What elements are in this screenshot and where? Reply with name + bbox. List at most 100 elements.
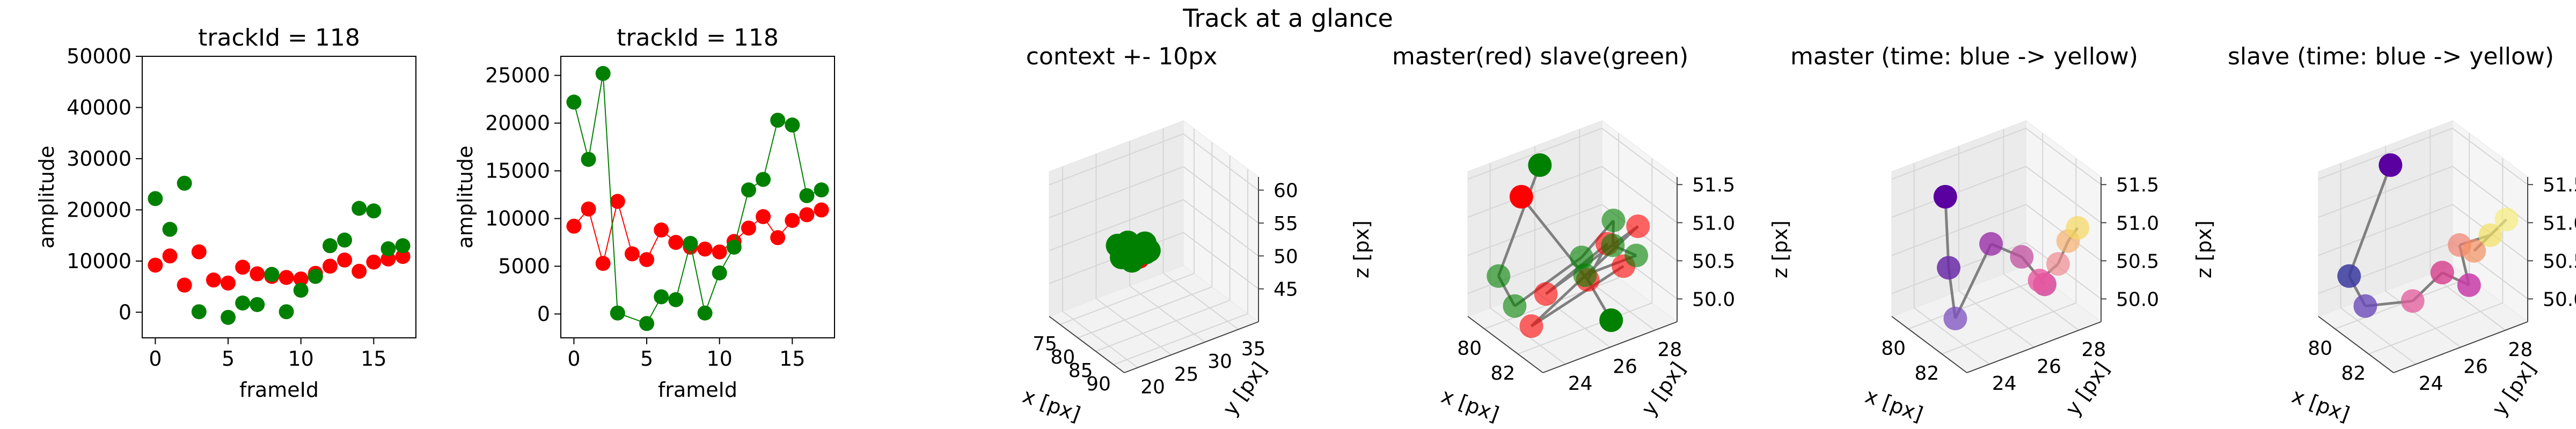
data-point bbox=[654, 289, 669, 305]
z-tick-label: 50.0 bbox=[2116, 289, 2159, 310]
data-point bbox=[177, 175, 192, 191]
data-point bbox=[1624, 243, 1649, 268]
z-tick-label: 50.0 bbox=[2543, 289, 2576, 310]
data-point bbox=[148, 191, 163, 206]
grid-line bbox=[1049, 199, 1184, 252]
x-tick-label: 80 bbox=[2308, 337, 2332, 359]
data-point bbox=[250, 297, 265, 312]
grid-line bbox=[2318, 166, 2453, 218]
chart-5: 80 82 24 26 28 50.0 50.5 51.0 51.5 x [px] y [px] z … bbox=[1790, 43, 2216, 426]
chart-title: slave (time: blue -> yellow) bbox=[2228, 43, 2554, 70]
data-point bbox=[2457, 273, 2481, 297]
data-point bbox=[1933, 184, 1957, 209]
data-point bbox=[2066, 216, 2090, 240]
z-tick-label: 51.5 bbox=[2116, 174, 2159, 196]
data-point bbox=[1601, 209, 1626, 233]
y-tick-label: 25000 bbox=[485, 64, 550, 87]
y-axis-label: y [px] bbox=[1637, 358, 1690, 420]
grid-line bbox=[2385, 290, 2461, 348]
z-axis-label: z [px] bbox=[1768, 220, 1792, 278]
z-tick-label: 50.0 bbox=[1692, 289, 1735, 310]
x-tick-label: 82 bbox=[2341, 363, 2366, 384]
data-point bbox=[337, 232, 353, 248]
data-point bbox=[770, 113, 786, 128]
y-tick-label: 35 bbox=[1241, 338, 1266, 360]
chart-2: trackId = 118 frameId amplitude 0 5 10 15 0 5000… bbox=[453, 24, 835, 402]
track-link bbox=[1497, 165, 1541, 277]
x-tick-label: 80 bbox=[1457, 337, 1482, 359]
data-point bbox=[654, 222, 669, 238]
data-point bbox=[1110, 246, 1133, 270]
data-point bbox=[741, 220, 756, 236]
data-point bbox=[1979, 232, 2003, 256]
grid-line bbox=[1095, 300, 1231, 352]
grid-line bbox=[1601, 166, 1678, 224]
grid-line bbox=[1891, 204, 2026, 256]
data-point bbox=[293, 283, 309, 298]
data-point bbox=[785, 213, 800, 228]
z-tick-label: 45 bbox=[1274, 279, 1298, 301]
y-tick-label: 28 bbox=[2081, 339, 2106, 361]
plot-frame bbox=[142, 56, 416, 338]
data-point bbox=[566, 94, 582, 110]
grid-line bbox=[1049, 166, 1184, 218]
z-tick-label: 60 bbox=[1274, 180, 1298, 202]
figure-suptitle: Track at a glance bbox=[1182, 4, 1393, 33]
series-line bbox=[573, 73, 822, 324]
x-tick-label: 75 bbox=[1033, 333, 1057, 355]
data-point bbox=[712, 265, 727, 280]
x-axis bbox=[1049, 316, 1125, 373]
y-axis bbox=[1542, 321, 1678, 373]
chart-title: trackId = 118 bbox=[617, 24, 779, 51]
grid-line bbox=[2318, 242, 2453, 294]
x-tick-label: 85 bbox=[1069, 360, 1093, 382]
data-point bbox=[395, 249, 411, 264]
y-tick-label: 24 bbox=[1568, 373, 1593, 395]
y-tick-label: 25 bbox=[1174, 364, 1199, 386]
grid-line bbox=[1183, 232, 1259, 290]
data-point bbox=[799, 188, 815, 203]
z-tick-label: 55 bbox=[1274, 213, 1298, 235]
x-tick-label: 10 bbox=[288, 347, 314, 371]
data-point bbox=[1487, 264, 1511, 288]
y-tick-label: 5000 bbox=[498, 255, 550, 278]
data-point bbox=[2478, 223, 2502, 247]
data-point bbox=[639, 252, 655, 268]
data-point bbox=[1519, 314, 1543, 338]
data-point bbox=[814, 202, 829, 218]
data-point bbox=[2046, 252, 2070, 276]
x-tick-label: 15 bbox=[361, 347, 386, 371]
chart-title: master(red) slave(green) bbox=[1392, 43, 1688, 70]
grid-line bbox=[1113, 313, 1248, 365]
z-tick-label: 51.5 bbox=[1692, 174, 1735, 196]
data-point bbox=[279, 270, 294, 285]
grid-line bbox=[1062, 310, 1138, 368]
y-tick-label: 15000 bbox=[485, 159, 550, 183]
data-point bbox=[668, 235, 684, 250]
data-point bbox=[814, 182, 829, 198]
chart-1: trackId = 118 frameId amplitude 0 5 10 15 0 1000… bbox=[35, 24, 416, 402]
data-point bbox=[1943, 306, 1967, 330]
y-tick-label: 50000 bbox=[67, 45, 131, 68]
y-axis bbox=[1966, 321, 2102, 373]
data-point bbox=[1599, 308, 1623, 332]
y-tick-label: 28 bbox=[2508, 339, 2533, 361]
grid-line bbox=[1914, 307, 1990, 365]
grid-line bbox=[1183, 166, 1259, 224]
data-point bbox=[595, 256, 611, 271]
y-tick-label: 26 bbox=[2463, 356, 2488, 378]
y-tick-label: 20000 bbox=[67, 198, 131, 221]
y-tick-label: 20 bbox=[1140, 376, 1165, 398]
data-point bbox=[2337, 264, 2361, 288]
x-tick-label: 82 bbox=[1914, 363, 1939, 384]
x-tick-label: 80 bbox=[1881, 337, 1906, 359]
data-point bbox=[2430, 261, 2454, 285]
y-tick-label: 40000 bbox=[67, 95, 131, 119]
z-tick-label: 51.5 bbox=[2543, 174, 2576, 196]
z-tick-label: 51.0 bbox=[2543, 212, 2576, 234]
y-tick-label: 0 bbox=[119, 300, 131, 324]
data-point bbox=[683, 235, 698, 251]
data-point bbox=[366, 203, 382, 219]
data-point bbox=[697, 305, 713, 321]
data-point bbox=[2401, 289, 2425, 313]
